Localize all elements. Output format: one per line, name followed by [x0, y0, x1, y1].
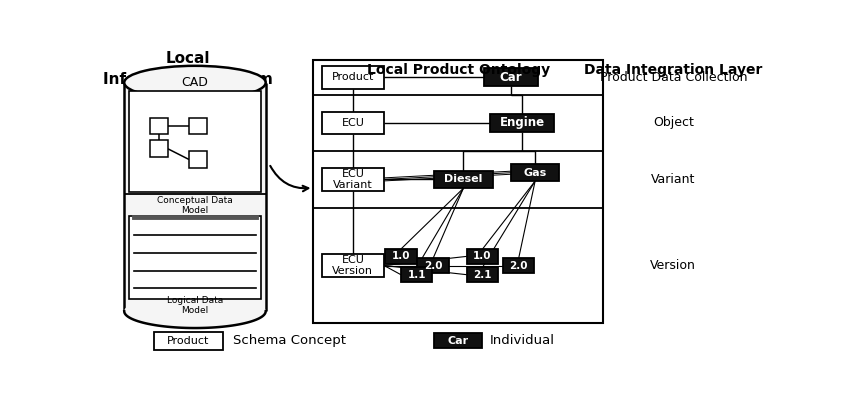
FancyBboxPatch shape: [467, 267, 498, 282]
FancyBboxPatch shape: [313, 60, 603, 324]
FancyBboxPatch shape: [490, 114, 554, 132]
Text: Gas: Gas: [524, 168, 547, 178]
FancyBboxPatch shape: [434, 171, 493, 188]
FancyBboxPatch shape: [401, 267, 432, 282]
Text: Car: Car: [499, 71, 522, 84]
Text: Schema Concept: Schema Concept: [233, 334, 346, 347]
FancyBboxPatch shape: [511, 164, 559, 181]
Text: Car: Car: [447, 336, 469, 346]
FancyBboxPatch shape: [418, 258, 449, 273]
Text: 1.1: 1.1: [408, 270, 426, 280]
Text: 2.0: 2.0: [509, 261, 528, 270]
FancyBboxPatch shape: [189, 118, 207, 134]
Text: CAD: CAD: [182, 76, 208, 89]
Text: Conceptual Data
Model: Conceptual Data Model: [157, 196, 233, 215]
FancyBboxPatch shape: [385, 249, 417, 264]
FancyBboxPatch shape: [189, 151, 207, 168]
Text: Logical Data
Model: Logical Data Model: [166, 296, 223, 316]
FancyBboxPatch shape: [467, 249, 498, 264]
FancyBboxPatch shape: [129, 216, 261, 299]
Text: 1.0: 1.0: [391, 251, 410, 261]
FancyBboxPatch shape: [129, 91, 261, 192]
Text: Local Product Ontology: Local Product Ontology: [367, 63, 549, 77]
FancyBboxPatch shape: [435, 333, 482, 348]
Text: Local: Local: [166, 51, 211, 66]
FancyBboxPatch shape: [503, 258, 535, 273]
FancyBboxPatch shape: [322, 168, 384, 191]
Text: 1.0: 1.0: [473, 251, 492, 261]
Text: Product Data Collection: Product Data Collection: [599, 71, 747, 84]
Text: ECU: ECU: [341, 118, 364, 128]
Text: Information System: Information System: [104, 72, 273, 87]
Ellipse shape: [124, 66, 266, 99]
Text: 2.0: 2.0: [424, 261, 442, 270]
Text: 2.1: 2.1: [473, 270, 492, 280]
Text: Diesel: Diesel: [444, 174, 482, 185]
Text: Product: Product: [167, 336, 210, 346]
FancyBboxPatch shape: [484, 68, 537, 86]
Text: Engine: Engine: [499, 116, 544, 129]
Text: Individual: Individual: [490, 334, 554, 347]
Text: Product: Product: [332, 72, 374, 82]
Text: ECU
Version: ECU Version: [332, 255, 374, 276]
Text: Variant: Variant: [651, 173, 695, 186]
FancyBboxPatch shape: [322, 112, 384, 134]
FancyBboxPatch shape: [149, 141, 168, 157]
FancyBboxPatch shape: [322, 66, 384, 89]
Bar: [124, 83, 266, 311]
Text: Object: Object: [653, 116, 694, 129]
Text: ECU
Variant: ECU Variant: [333, 169, 373, 190]
Ellipse shape: [124, 295, 266, 328]
Text: Version: Version: [650, 259, 696, 272]
FancyBboxPatch shape: [322, 254, 384, 277]
FancyBboxPatch shape: [149, 118, 168, 134]
FancyBboxPatch shape: [154, 332, 223, 350]
Text: Data Integration Layer: Data Integration Layer: [584, 63, 762, 77]
